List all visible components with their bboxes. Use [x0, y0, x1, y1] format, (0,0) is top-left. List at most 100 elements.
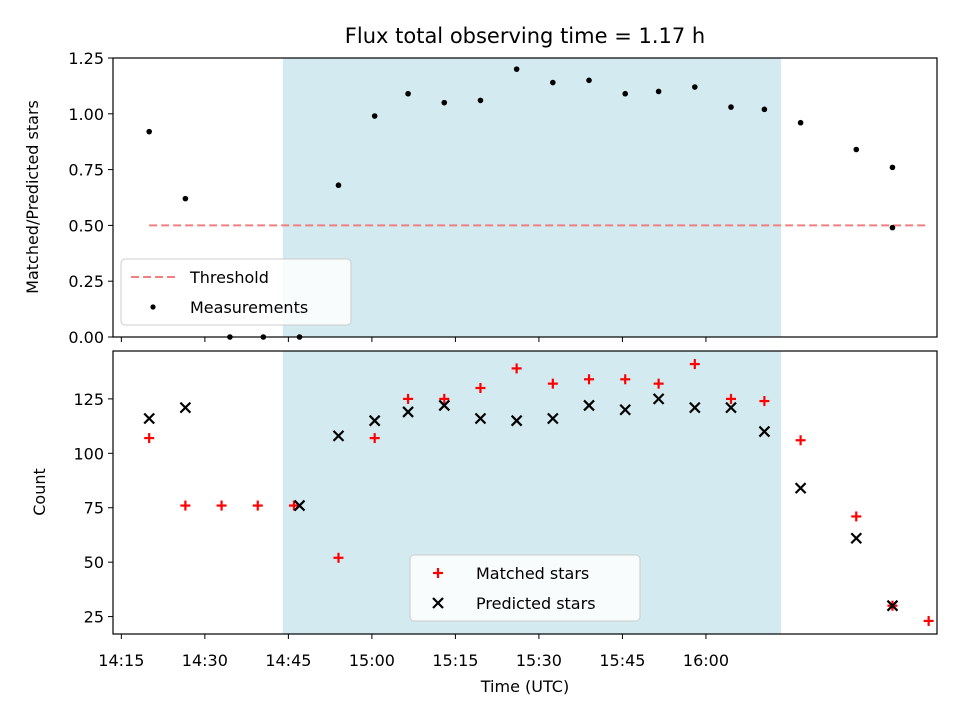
matched-star-point [653, 378, 664, 389]
y-tick-label: 0.75 [68, 161, 104, 180]
bottom-plot-frame [112, 350, 938, 635]
measurement-point [586, 77, 592, 84]
y-tick-label: 100 [73, 444, 104, 463]
count-panel: 25 50 75 100 125 14:15 14:30 14:45 15:00 15:15 15:… [73, 350, 938, 670]
measurement-point [889, 164, 896, 171]
matched-star-point [369, 433, 380, 444]
predicted-star-point [402, 406, 414, 418]
legend-predicted-marker [432, 597, 444, 609]
y-tick-label: 125 [73, 390, 104, 409]
x-tick-label: 15:30 [516, 651, 562, 670]
bottom-legend: Matched stars Predicted stars [409, 554, 641, 622]
matched-star-point [584, 374, 595, 385]
matched-star-point [726, 393, 736, 404]
y-tick-label: 0.00 [68, 328, 104, 347]
predicted-star-point [368, 414, 381, 427]
measurement-point [182, 195, 189, 202]
measurement-point [889, 224, 896, 231]
legend-matched-marker [433, 568, 443, 578]
legend-predicted-label: Predicted stars [476, 594, 596, 613]
predicted-star-point [510, 414, 523, 427]
predicted-star-point [143, 412, 155, 425]
chart-title: Flux total observing time = 1.17 h [345, 24, 705, 48]
matched-star-point [439, 393, 450, 404]
x-tick-label: 15:45 [599, 651, 645, 670]
top-legend-box [120, 258, 352, 326]
x-tick-label: 14:15 [98, 651, 144, 670]
observing-span-shade [282, 58, 782, 337]
ratio-panel: 0.00 0.25 0.50 0.75 1.00 1.25 [68, 49, 938, 347]
top-plot-frame [112, 57, 938, 338]
predicted-star-point [547, 412, 559, 425]
matched-star-point [403, 393, 414, 404]
legend-matched-swatch [433, 568, 443, 578]
matched-star-point [795, 435, 806, 446]
y-tick-label: 1.00 [68, 105, 104, 124]
measurement-point [655, 88, 662, 95]
predicted-star-point [689, 401, 701, 414]
top-legend: Threshold Measurements [120, 258, 352, 326]
y-tick-label: 25 [84, 608, 104, 627]
matched-star-point [851, 511, 862, 522]
legend-matched-label: Matched stars [476, 564, 589, 583]
measurement-point [441, 99, 448, 106]
matched-star-point [759, 396, 770, 407]
predicted-star-point [332, 430, 345, 442]
x-axis-label: Time (UTC) [480, 677, 569, 696]
matched-star-point [620, 374, 631, 385]
top-y-axis-label: Matched/Predicted stars [23, 100, 42, 294]
matched-star-point [923, 615, 934, 626]
measurement-point [146, 128, 152, 135]
matched-star-point [144, 433, 155, 444]
predicted-star-point [583, 399, 595, 412]
matched-star-point [511, 363, 522, 374]
measurement-point [853, 146, 860, 153]
matched-star-point [475, 383, 486, 394]
measurement-point [371, 113, 378, 119]
bottom-legend-box [409, 554, 641, 622]
measurement-point [550, 79, 556, 86]
predicted-star-point [619, 403, 631, 416]
y-tick-label: 50 [84, 553, 104, 572]
matched-star-point [689, 359, 700, 370]
measurement-point [513, 66, 520, 72]
predicted-star-point [652, 393, 665, 405]
predicted-star-point [725, 401, 737, 414]
predicted-star-point [438, 399, 451, 412]
y-tick-label: 1.25 [68, 49, 104, 68]
predicted-star-point [179, 401, 192, 414]
matched-star-point [180, 500, 191, 511]
x-tick-label: 15:00 [349, 651, 395, 670]
predicted-star-point [886, 599, 899, 612]
y-tick-label: 0.50 [68, 216, 104, 235]
measurement-point [622, 90, 629, 97]
measurement-point [692, 84, 698, 90]
predicted-star-point [794, 482, 807, 494]
measurement-point [728, 104, 734, 110]
legend-predicted-swatch [432, 597, 444, 609]
predicted-star-point [758, 425, 771, 438]
x-tick-label: 16:00 [683, 651, 729, 670]
measurement-point [761, 106, 768, 113]
predicted-star-point [850, 532, 863, 544]
x-tick-label: 14:30 [182, 651, 228, 670]
bottom-y-axis-label: Count [30, 468, 49, 516]
matched-star-point [547, 378, 558, 389]
predicted-star-point [474, 412, 487, 425]
legend-measurements-swatch [150, 304, 156, 310]
x-tick-label: 15:15 [432, 651, 478, 670]
matched-star-point [216, 500, 227, 511]
matched-star-point [252, 500, 263, 511]
legend-threshold-label: Threshold [189, 268, 269, 287]
measurement-point [405, 90, 411, 97]
measurement-point [477, 97, 484, 104]
x-tick-label: 14:45 [265, 651, 311, 670]
matched-star-point [333, 552, 344, 563]
predicted-star-point [293, 499, 306, 512]
y-tick-label: 75 [84, 499, 104, 518]
measurement-point [335, 182, 342, 189]
matched-star-point [288, 500, 299, 511]
measurement-point [797, 119, 804, 126]
y-tick-label: 0.25 [68, 272, 104, 291]
